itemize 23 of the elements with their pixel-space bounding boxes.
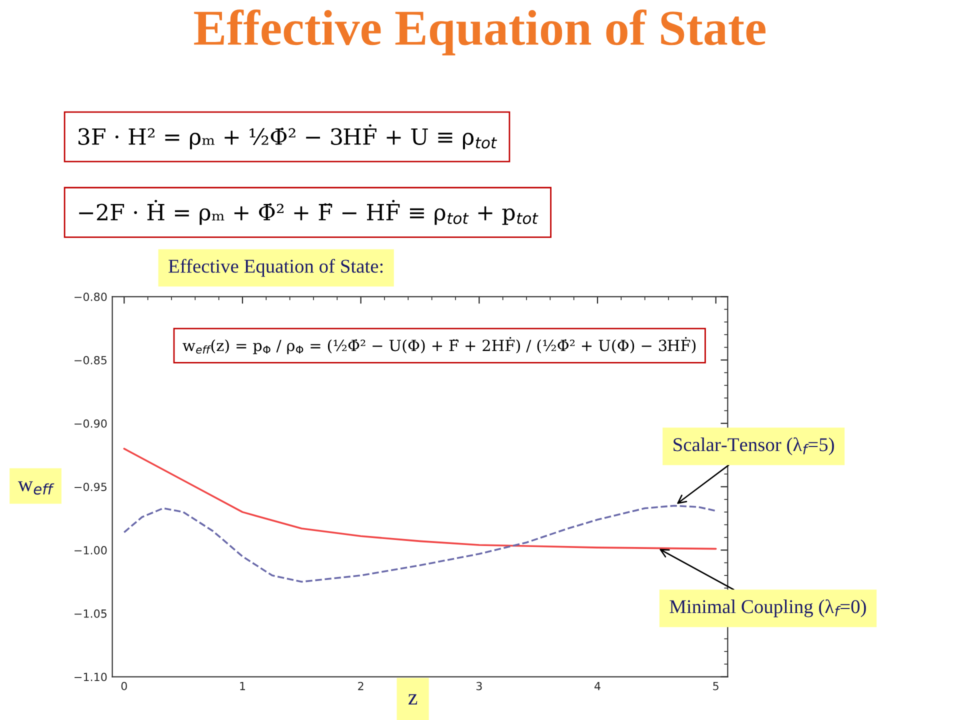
y-tick-label: −0.80 [74,292,107,302]
x-tick-label: 0 [121,682,127,690]
y-tick-label: −1.10 [74,672,107,682]
x-tick-label: 4 [594,682,600,690]
chart-title: Effective Equation of State [194,9,766,56]
text: −2F · Ḣ = ρₘ + Φ̇² + F̈ − HḞ ≡ ρ$_{tot}$ + p$_{tot}$ [79,200,538,225]
x-tick-label: 3 [476,682,482,690]
x-tick-label: 5 [713,682,718,690]
y-tick-label: −1.05 [74,609,106,618]
x-tick-label: 2 [358,682,364,690]
annotation: Scalar-Tensor (λ$_{f}$=5) [674,437,834,456]
y-axis-title: w$_{eff}$ [18,481,54,495]
line-series [123,504,717,583]
y-tick-label: −0.95 [74,482,106,492]
annotation: Minimal Coupling (λ$_{f}$=0) [670,599,866,618]
x-axis-title: z [408,694,418,704]
y-tick-label: −0.90 [74,419,107,428]
annotation: w$_{eff}$(z) = p$_{Φ}$ / ρ$_{Φ}$ = (½Φ̇² − U(Φ) + F̈ + 2HḞ) / (½Φ̇² + U(Φ) − 3HḞ) [182,336,696,354]
y-tick-label: −0.85 [74,356,106,364]
x-tick-label: 1 [240,682,245,690]
text: Effective Equation of State: [168,258,383,277]
y-tick-label: −1.00 [74,546,107,554]
text: 3F · H² = ρₘ + ½Φ̇² − 3HḞ + U ≡ ρ$_{tot}$ [78,124,498,150]
